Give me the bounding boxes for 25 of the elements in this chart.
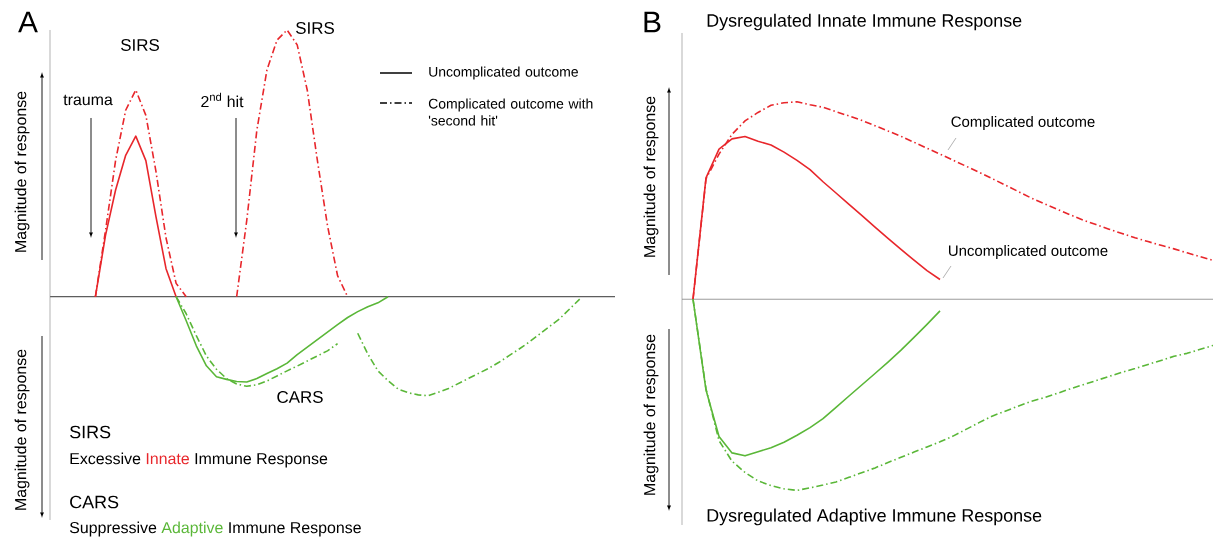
annotation: Uncomplicated outcome [949, 245, 1108, 259]
text: Adaptive [161, 521, 223, 537]
x-axis-title: Dysregulated Adaptive Immune Response [707, 508, 1042, 526]
annotation: SIRS [121, 38, 159, 51]
annotation: Uncomplicated outcome [429, 66, 578, 80]
chart-subtitle: Dysregulated Innate Immune Response [707, 13, 1022, 31]
y-axis-title: Magnitude of response [14, 91, 30, 252]
text: Excessive [70, 452, 141, 465]
text: CARS [70, 495, 119, 509]
chart-title: A [18, 11, 38, 33]
annotation: SIRS [296, 21, 334, 34]
annotation: Complicated outcome with 'second hit' [428, 98, 593, 126]
text: Innate [146, 453, 189, 465]
text: Suppressive [69, 521, 157, 537]
annotation: CARS [277, 390, 323, 403]
annotation: trauma [63, 94, 113, 106]
annotation: Complicated outcome [951, 116, 1095, 130]
text: Immune Response [229, 522, 361, 537]
y-axis-title: Magnitude of response [643, 96, 659, 257]
chart-title: B [644, 11, 661, 33]
text: SIRS [70, 425, 111, 439]
text: Magnitude of response [14, 349, 30, 510]
text: Immune Response [195, 453, 328, 468]
text: Magnitude of response [643, 334, 659, 495]
annotation: 2$^{nd}$ hit [201, 92, 244, 108]
